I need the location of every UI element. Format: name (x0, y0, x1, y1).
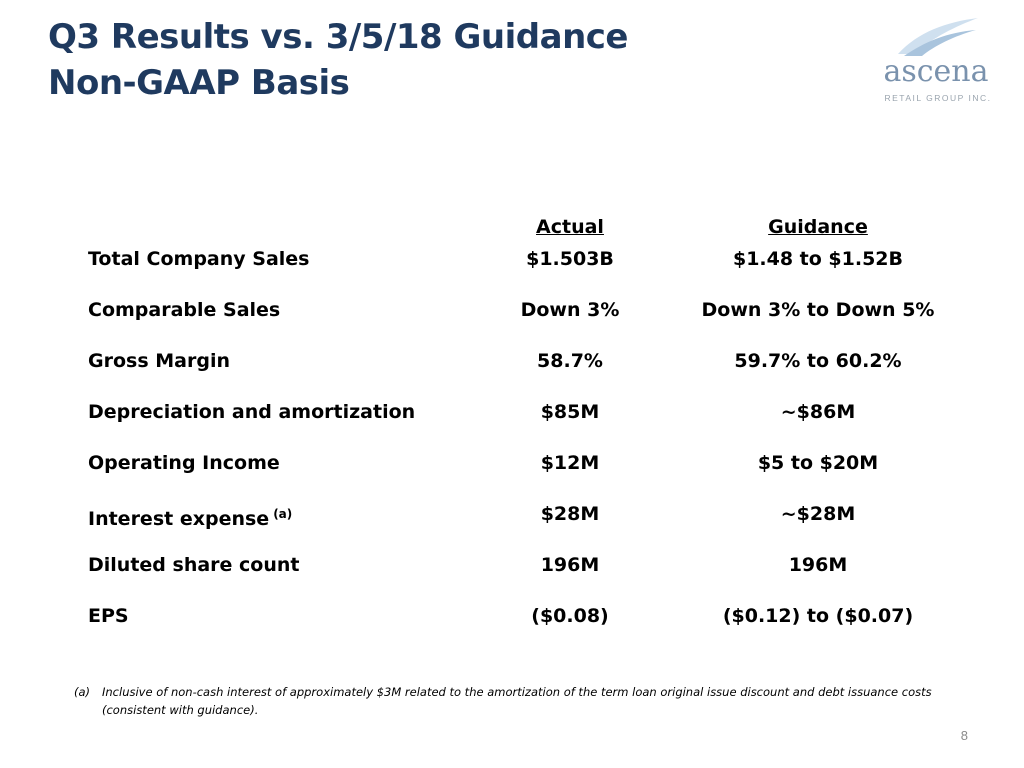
row-guidance: 59.7% to 60.2% (734, 350, 902, 372)
results-table: Actual Guidance Total Company Sales $1.5… (0, 212, 1024, 652)
column-header-guidance: Guidance (768, 216, 868, 238)
table-row: Operating Income $12M $5 to $20M (0, 448, 1024, 499)
table-row: Diluted share count 196M 196M (0, 550, 1024, 601)
row-label: EPS (88, 605, 129, 627)
slide-title: Q3 Results vs. 3/5/18 Guidance Non-GAAP … (48, 14, 628, 106)
row-guidance: 196M (788, 554, 848, 576)
row-label: Operating Income (88, 452, 280, 474)
row-actual: $12M (540, 452, 600, 474)
row-actual: $85M (540, 401, 600, 423)
row-label: Comparable Sales (88, 299, 281, 321)
row-actual: 58.7% (537, 350, 603, 372)
table-row: Total Company Sales $1.503B $1.48 to $1.… (0, 244, 1024, 295)
row-actual: Down 3% (520, 299, 620, 321)
row-guidance: Down 3% to Down 5% (701, 299, 935, 321)
row-guidance: ~$86M (780, 401, 856, 423)
footnote-marker: (a) (74, 685, 91, 699)
row-guidance: ~$28M (780, 503, 856, 525)
footnote: (a) Inclusive of non-cash interest of ap… (74, 683, 954, 719)
row-label-with-note: Interest expense (a) (88, 499, 292, 534)
slide-title-line-1: Q3 Results vs. 3/5/18 Guidance (48, 17, 628, 57)
row-label: Gross Margin (88, 350, 230, 372)
table-header-row: Actual Guidance (0, 212, 1024, 244)
row-actual: 196M (540, 554, 600, 576)
table-row: Gross Margin 58.7% 59.7% to 60.2% (0, 346, 1024, 397)
row-label: Depreciation and amortization (88, 401, 416, 423)
footnote-text: Inclusive of non-cash interest of approx… (102, 685, 932, 717)
table-row: Interest expense (a) $28M ~$28M (0, 499, 1024, 550)
table-row: Comparable Sales Down 3% Down 3% to Down… (0, 295, 1024, 346)
row-guidance: $5 to $20M (757, 452, 879, 474)
row-guidance: ($0.12) to ($0.07) (722, 605, 914, 627)
slide-title-line-2: Non-GAAP Basis (48, 63, 350, 103)
column-header-actual: Actual (536, 216, 604, 238)
page-number: 8 (960, 728, 968, 743)
row-label: Diluted share count (88, 554, 300, 576)
row-actual: ($0.08) (531, 605, 609, 627)
row-actual: $28M (540, 503, 600, 525)
table-row: EPS ($0.08) ($0.12) to ($0.07) (0, 601, 1024, 652)
row-label: Interest expense (88, 508, 270, 530)
swoosh-logo-icon (898, 18, 978, 56)
footnote-reference: (a) (273, 507, 293, 521)
company-logo: ascena RETAIL GROUP INC. (880, 14, 994, 104)
row-label: Total Company Sales (88, 248, 310, 270)
table-row: Depreciation and amortization $85M ~$86M (0, 397, 1024, 448)
logo-tagline: RETAIL GROUP INC. (884, 93, 992, 103)
row-guidance: $1.48 to $1.52B (732, 248, 904, 270)
row-actual: $1.503B (526, 248, 614, 270)
logo-wordmark: ascena (883, 54, 989, 89)
